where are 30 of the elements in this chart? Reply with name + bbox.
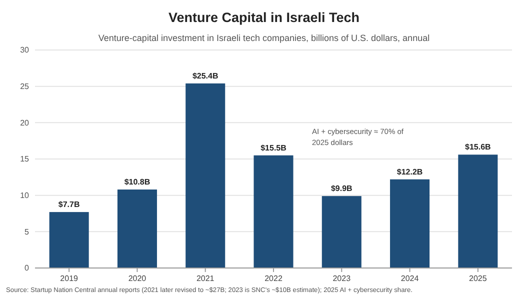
bar bbox=[186, 83, 226, 268]
data-label: $15.5B bbox=[260, 143, 287, 152]
bar bbox=[390, 179, 430, 268]
y-tick-label: 30 bbox=[20, 46, 30, 55]
chart-title: Venture Capital in Israeli Tech bbox=[168, 10, 360, 25]
x-tick-label: 2022 bbox=[264, 274, 283, 283]
bar bbox=[117, 190, 157, 268]
x-tick-label: 2019 bbox=[60, 274, 79, 283]
x-tick-label: 2020 bbox=[128, 274, 147, 283]
data-label: $25.4B bbox=[192, 71, 218, 80]
y-tick-label: 5 bbox=[24, 227, 30, 236]
chart-subtitle: Venture-capital investment in Israeli tech companies, billions of U.S. dollars, annual bbox=[98, 33, 430, 43]
x-tick-label: 2024 bbox=[400, 274, 420, 283]
y-tick-label: 0 bbox=[24, 264, 30, 273]
x-tick-label: 2025 bbox=[469, 274, 488, 283]
x-tick-label: 2023 bbox=[332, 274, 352, 283]
data-label: $10.8B bbox=[124, 178, 150, 187]
data-label: $15.6B bbox=[465, 142, 492, 152]
bar bbox=[254, 155, 294, 268]
data-label: $12.2B bbox=[396, 167, 423, 176]
y-tick-label: 10 bbox=[20, 190, 30, 200]
data-label: $9.9B bbox=[330, 184, 353, 194]
bar bbox=[458, 154, 498, 268]
bar bbox=[322, 196, 362, 268]
y-tick-label: 25 bbox=[20, 82, 30, 91]
y-tick-label: 15 bbox=[20, 154, 30, 164]
data-label: $7.7B bbox=[58, 200, 80, 210]
bar bbox=[49, 212, 89, 268]
x-tick-label: 2021 bbox=[196, 274, 215, 283]
y-tick-label: 20 bbox=[20, 118, 30, 128]
